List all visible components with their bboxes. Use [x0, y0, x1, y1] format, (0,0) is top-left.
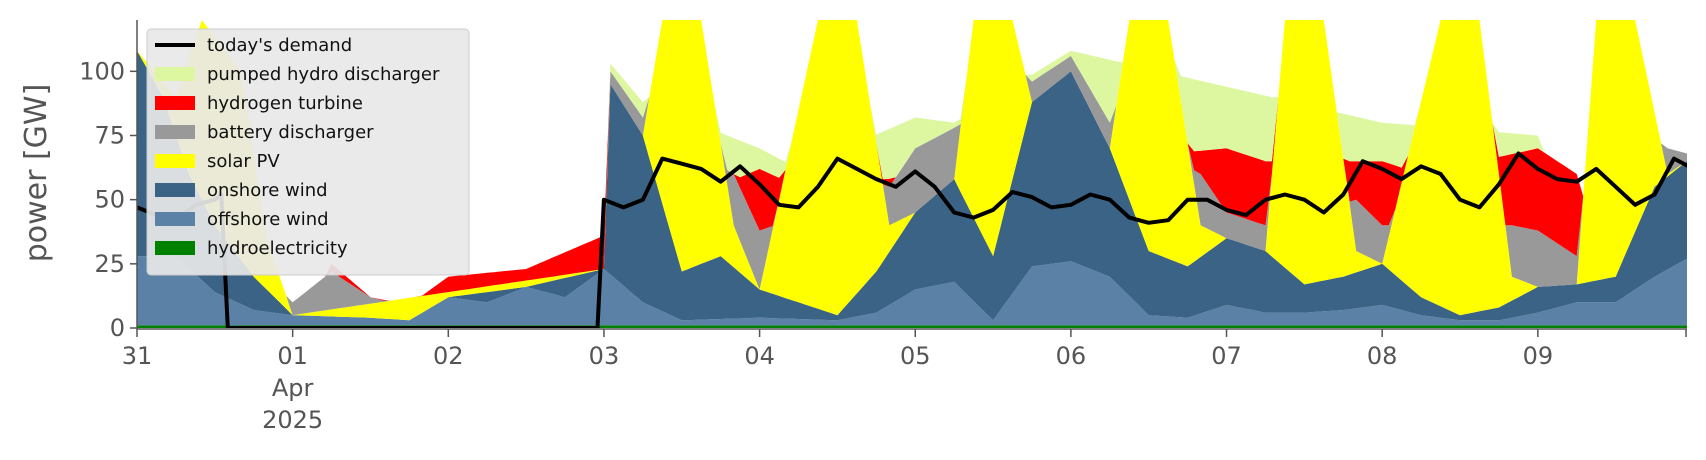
- legend-label: solar PV: [207, 151, 280, 172]
- legend-swatch: [155, 67, 195, 81]
- legend-swatch: [155, 125, 195, 139]
- axes: 0 25 50 75 100 31 01 Apr 2025 02 03 04 05 06 07 08 09: [79, 20, 1687, 434]
- legend-label: hydrogen turbine: [207, 93, 363, 114]
- x-tick-label: 08: [1367, 342, 1398, 370]
- demand-line-layer: [137, 151, 1687, 328]
- legend-swatch: [155, 183, 195, 197]
- y-tick-label: 50: [94, 186, 125, 214]
- area-onshore-wind: [137, 50, 1687, 321]
- area-pumped-hydro-discharger: [137, 20, 1687, 303]
- x-tick-label: 01: [277, 342, 308, 370]
- y-tick-label: 75: [94, 122, 125, 150]
- y-tick-label: 100: [79, 57, 125, 85]
- x-tick-label: 09: [1523, 342, 1554, 370]
- legend-swatch: [155, 96, 195, 110]
- legend-swatch: [155, 241, 195, 255]
- demand-line: [137, 151, 1687, 328]
- area-solar-PV: [137, 20, 1687, 321]
- x-tick-label: 07: [1211, 342, 1242, 370]
- y-tick-label: 0: [110, 314, 125, 342]
- legend-label: pumped hydro discharger: [207, 64, 440, 85]
- x-tick-label: 31: [122, 342, 153, 370]
- x-tick-label: 03: [589, 342, 620, 370]
- legend-label: offshore wind: [207, 209, 329, 230]
- x-tick-label: 02: [433, 342, 464, 370]
- x-tick-label: 05: [900, 342, 931, 370]
- x-tick-sublabel: Apr: [272, 374, 314, 402]
- area-offshore-wind: [137, 256, 1687, 326]
- y-axis-label: power [GW]: [19, 84, 54, 263]
- legend-swatch: [155, 154, 195, 168]
- x-tick-label: 04: [744, 342, 775, 370]
- legend-label: hydroelectricity: [207, 238, 348, 259]
- legend-label: onshore wind: [207, 180, 328, 201]
- area-battery-discharger: [137, 20, 1687, 316]
- legend-swatch: [155, 212, 195, 226]
- y-tick-label: 25: [94, 250, 125, 278]
- legend-label: today's demand: [207, 35, 352, 56]
- legend-box: [146, 28, 470, 276]
- legend-label: battery discharger: [207, 122, 374, 143]
- legend: today's demand pumped hydro discharger hyd…: [146, 28, 470, 276]
- x-tick-sublabel: 2025: [262, 406, 323, 434]
- x-tick-label: 06: [1056, 342, 1087, 370]
